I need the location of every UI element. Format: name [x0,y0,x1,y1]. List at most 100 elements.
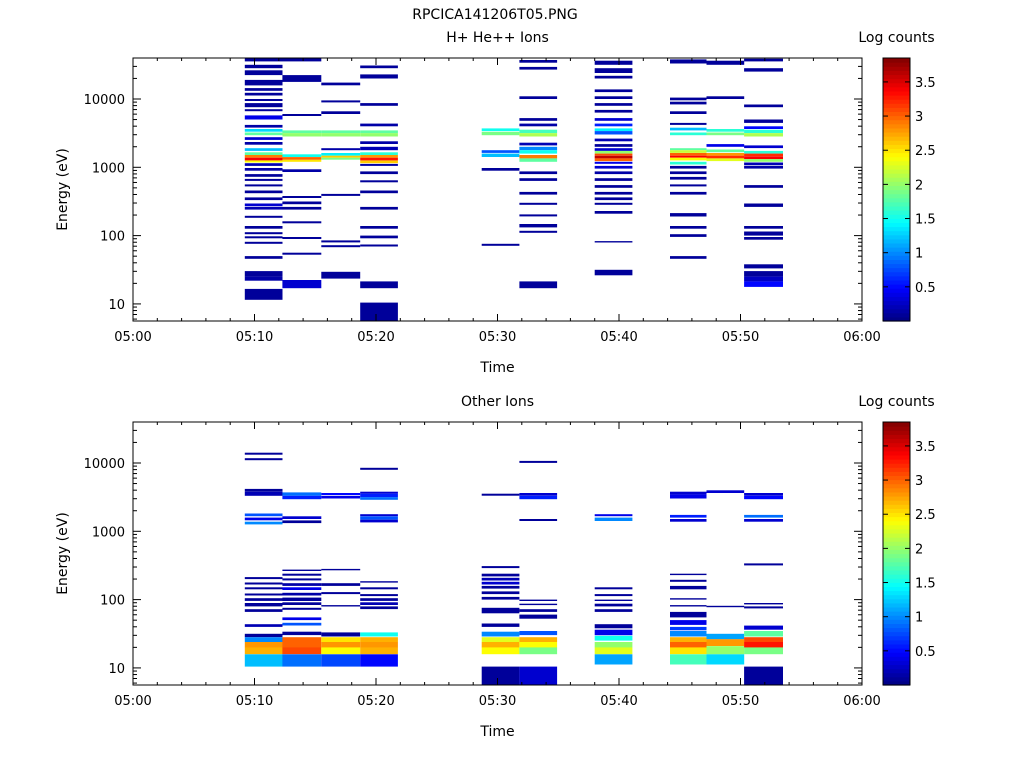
colorbar-step [883,611,910,616]
heatmap-cell [244,152,283,155]
colorbar-step [883,598,910,604]
heatmap-cell [519,66,558,70]
heatmap-cell [360,180,398,183]
colorbar-step [883,189,910,195]
heatmap-cell [594,161,633,164]
heatmap-cell [519,214,558,217]
heatmap-cell [594,89,633,93]
heatmap-cell [282,654,322,667]
heatmap-cell [670,642,707,648]
heatmap-cell [244,288,283,300]
heatmap-cell [670,226,707,229]
heatmap-cell [744,495,783,500]
heatmap-cell [321,240,361,243]
colorbar-step [883,312,910,318]
heatmap-cell [670,256,707,259]
x-tick-label: 05:50 [722,330,759,345]
heatmap-cell [594,654,633,665]
heatmap-cell [519,599,558,601]
x-axis-label: Time [479,724,514,740]
colorbar-step [883,140,910,145]
colorbar-step [883,656,910,661]
colorbar-step [883,450,910,456]
colorbar-step [883,660,910,666]
colorbar-step [883,115,910,121]
heatmap-cell [244,624,283,627]
colorbar-step [883,508,910,514]
colorbar-tick-label: 0.5 [915,281,936,296]
heatmap-cell [244,70,283,76]
heatmap-cell [519,495,558,500]
heatmap-cell [519,614,558,619]
colorbar-step [883,74,910,80]
heatmap-cell [321,193,361,196]
heatmap-cell [282,520,322,524]
heatmap-cell [594,75,633,79]
heatmap-cell [321,592,361,595]
heatmap-cell [594,514,633,517]
colorbar-step [883,185,910,191]
colorbar: 0.5 1 1.5 2 2.5 3 3.5 Log counts [858,30,936,322]
colorbar-step [883,454,910,460]
heatmap-cell [744,637,783,642]
colorbar-step [883,557,910,563]
heatmap-cell [360,519,398,523]
colorbar-step [883,487,910,493]
colorbar-step [883,193,910,199]
heatmap-cell [594,635,633,641]
heatmap-cell [244,633,283,638]
heatmap-cell [519,171,558,175]
colorbar-step [883,438,910,444]
colorbar-label: Log counts [858,30,934,46]
colorbar-step [883,58,910,63]
heatmap-cell [670,101,707,105]
colorbar-step [883,127,910,133]
heatmap-cell [594,109,633,113]
colorbar-step [883,279,910,285]
figure-title: RPCICA141206T05.PNG [412,7,577,23]
colorbar-step [883,537,910,542]
colorbar-step [883,574,910,579]
heatmap-cell [594,118,633,121]
colorbar-frame [882,57,911,322]
colorbar-step [883,619,910,624]
heatmap-cell [670,157,707,161]
heatmap-cell [282,642,322,648]
heatmap-cell [244,190,283,194]
heatmap-cell [519,230,558,233]
heatmap-cell [321,654,361,667]
heatmap-cell [244,236,283,239]
heatmap-cell [481,581,520,585]
heatmap-cell [360,152,398,155]
panel-2: 05:00 05:10 05:20 05:30 05:40 05:50 06:00 10 100… [55,394,936,740]
colorbar-step [883,495,910,501]
heatmap-cell [244,124,283,128]
heatmap-cell [282,159,322,162]
colorbar-step [883,446,910,452]
colorbar-step [883,164,910,170]
colorbar-step [883,94,910,100]
heatmap-cell [282,607,322,610]
heatmap-cell [282,201,322,205]
heatmap-cell [282,196,322,198]
heatmap-cell [244,598,283,601]
heatmap-cell [282,578,322,581]
heatmap-cell [670,620,707,625]
heatmap-cell [360,632,398,637]
heatmap-cell [706,153,745,156]
heatmap-cell [706,633,745,640]
heatmap-cell [594,191,633,195]
heatmap-cell [282,206,322,210]
heatmap-cell [744,133,783,137]
heatmap-cell [360,514,398,517]
heatmap-cell [744,606,783,609]
colorbar-step [883,541,910,546]
heatmap-cell [670,605,707,607]
heatmap-cell [282,280,322,289]
heatmap-cell [594,629,633,636]
heatmap-cell [706,129,745,132]
heatmap-cell [282,133,322,137]
heatmap-cell [244,160,283,163]
heatmap-cell [594,171,633,175]
colorbar-step [883,467,910,472]
